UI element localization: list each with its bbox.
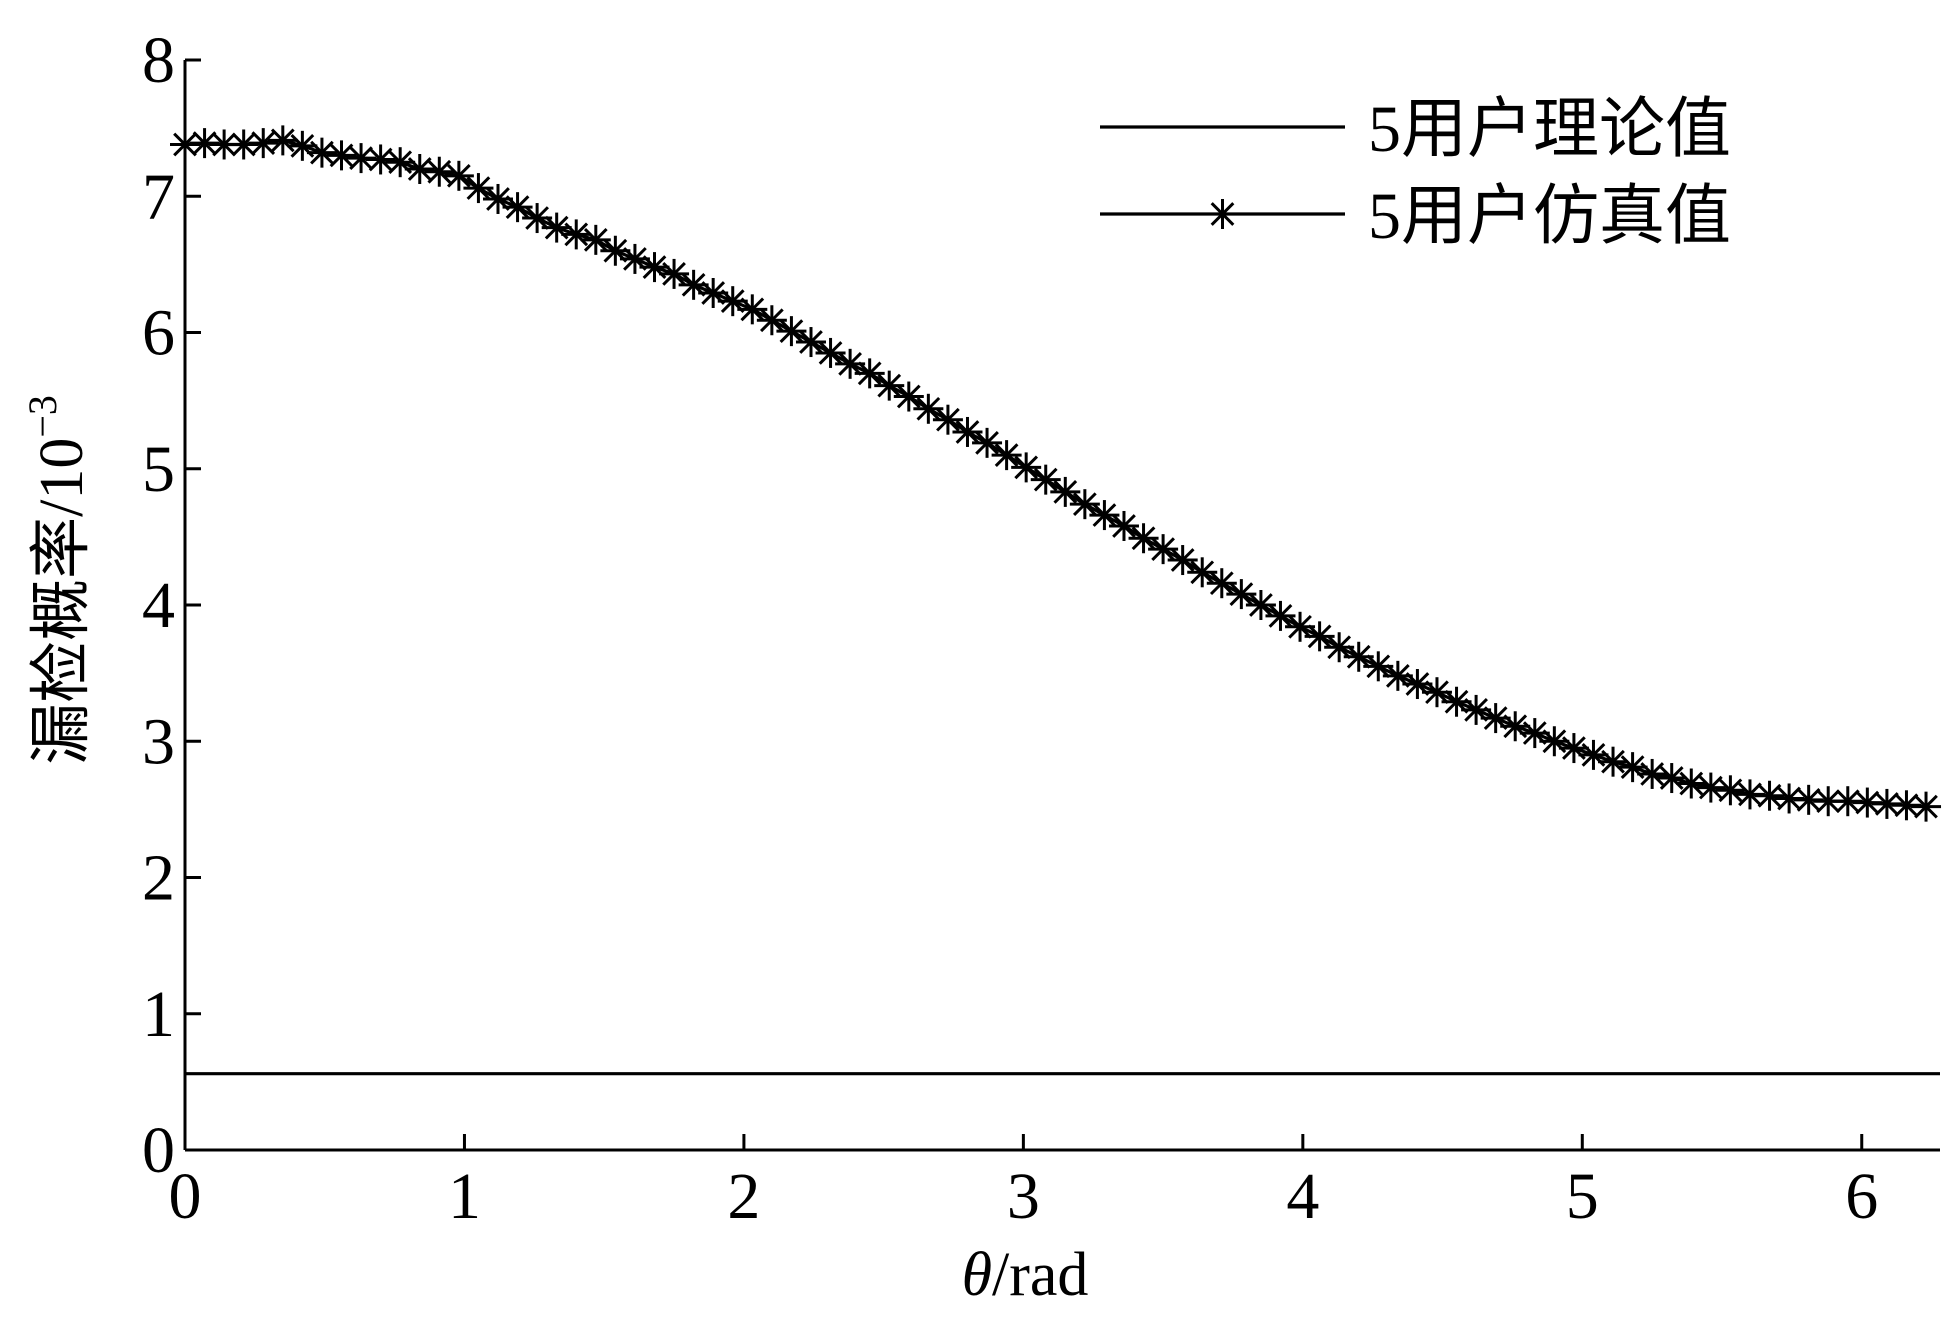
data-point-marker xyxy=(1167,545,1198,576)
y-axis-label: 漏检概率/10−3 xyxy=(20,395,96,765)
y-tick-label: 6 xyxy=(142,297,175,370)
y-axis-label-text: 漏检概率/10 xyxy=(28,438,96,765)
data-point-marker xyxy=(854,358,885,389)
data-point-marker xyxy=(306,137,337,168)
data-point-marker xyxy=(1108,510,1139,541)
series-layer xyxy=(170,125,1942,1076)
data-point-marker xyxy=(1637,758,1668,789)
legend: 5用户理论值 5用户仿真值 xyxy=(1100,93,1731,253)
data-point-marker xyxy=(1500,711,1531,742)
data-point-marker xyxy=(424,156,455,187)
data-point-marker xyxy=(991,440,1022,471)
data-point-marker xyxy=(287,130,318,161)
x-tick-label: 2 xyxy=(727,1160,760,1233)
x-tick-label: 4 xyxy=(1286,1160,1319,1233)
data-point-marker xyxy=(874,370,905,401)
data-point-marker xyxy=(1578,739,1609,770)
x-tick-label: 0 xyxy=(169,1160,202,1233)
data-point-marker xyxy=(1715,775,1746,806)
x-tick-label: 3 xyxy=(1007,1160,1040,1233)
y-tick-label: 5 xyxy=(142,433,175,506)
data-point-marker xyxy=(1011,452,1042,483)
data-point-marker xyxy=(1050,476,1081,507)
data-point-marker xyxy=(893,381,924,412)
data-point-marker xyxy=(443,160,474,191)
data-point-marker xyxy=(1911,791,1942,822)
data-point-marker xyxy=(541,212,572,243)
data-point-marker xyxy=(639,252,670,283)
data-point-marker xyxy=(385,147,416,178)
data-point-marker xyxy=(561,219,592,250)
x-tick-label: 1 xyxy=(448,1160,481,1233)
data-point-marker xyxy=(365,144,396,175)
y-tick-label: 0 xyxy=(142,1114,175,1187)
legend-label-2: 5用户仿真值 xyxy=(1368,180,1731,253)
x-axis-symbol: θ xyxy=(962,1241,992,1309)
y-tick-label: 2 xyxy=(142,842,175,915)
data-point-marker xyxy=(932,404,963,435)
axes: 0 1 2 3 4 5 6 7 8 0 1 2 3 4 5 6 xyxy=(142,24,1940,1233)
y-axis-exponent: −3 xyxy=(20,395,65,438)
data-point-marker xyxy=(1030,464,1061,495)
data-point-marker xyxy=(1598,746,1629,777)
data-point-marker xyxy=(326,140,357,171)
x-tick-label: 6 xyxy=(1845,1160,1878,1233)
data-point-marker xyxy=(1656,763,1687,794)
data-point-marker xyxy=(1539,726,1570,757)
data-point-marker xyxy=(1695,772,1726,803)
y-tick-label: 1 xyxy=(142,978,175,1051)
legend-marker xyxy=(1207,199,1238,229)
x-tick-label: 5 xyxy=(1566,1160,1599,1233)
data-point-marker xyxy=(1558,733,1589,764)
data-point-marker xyxy=(972,427,1003,458)
data-point-marker xyxy=(463,173,494,204)
data-point-marker xyxy=(776,316,807,347)
y-tick-label: 3 xyxy=(142,705,175,778)
data-point-marker xyxy=(267,125,298,156)
data-point-marker xyxy=(1441,686,1472,717)
y-tick-label: 8 xyxy=(142,24,175,97)
data-point-marker xyxy=(1793,784,1824,815)
data-point-marker xyxy=(1148,534,1179,565)
data-point-marker xyxy=(1891,790,1922,821)
data-point-marker xyxy=(1676,768,1707,799)
y-tick-label: 4 xyxy=(142,569,175,642)
x-axis-label: θ/rad xyxy=(962,1241,1089,1309)
data-point-marker xyxy=(1617,752,1648,783)
data-point-marker xyxy=(1754,780,1785,811)
data-point-marker xyxy=(248,128,279,159)
x-axis-unit: /rad xyxy=(992,1241,1088,1309)
data-point-marker xyxy=(404,154,435,184)
data-point-marker xyxy=(737,294,768,325)
y-tick-label: 7 xyxy=(142,160,175,233)
data-point-marker xyxy=(1343,641,1374,672)
legend-label-1: 5用户理论值 xyxy=(1368,93,1731,166)
data-point-marker xyxy=(756,305,787,336)
